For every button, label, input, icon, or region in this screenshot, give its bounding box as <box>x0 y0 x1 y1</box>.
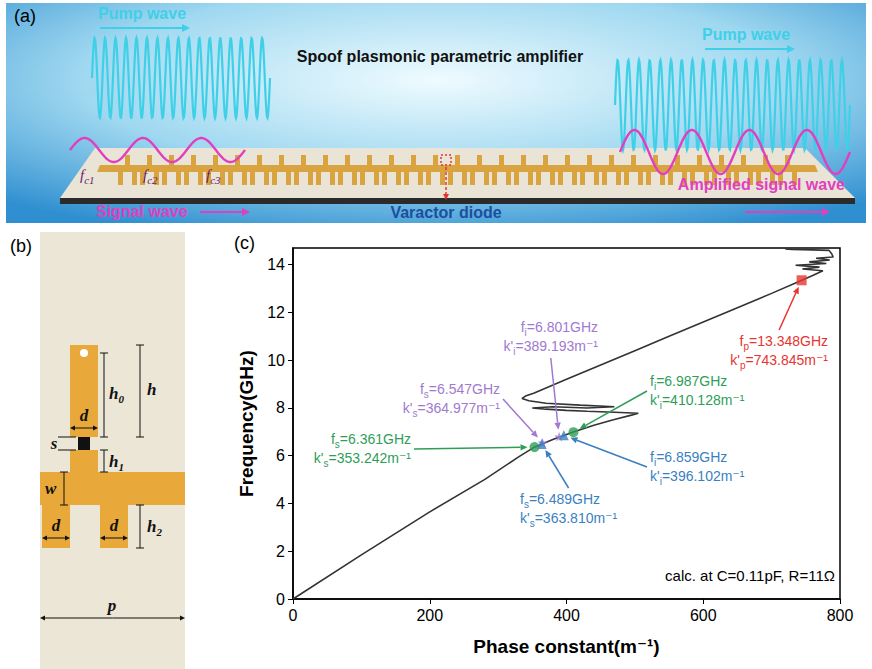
svg-text:d: d <box>52 516 61 535</box>
svg-text:0: 0 <box>276 591 285 608</box>
html-text:k's=353.242m⁻¹: k's=353.242m⁻¹ <box>313 450 411 469</box>
svg-text:0: 0 <box>289 607 298 624</box>
html-text:fi=6.859GHz: fi=6.859GHz <box>650 449 728 468</box>
svg-text:Pump wave: Pump wave <box>98 5 186 22</box>
html-text:k'i=410.128m⁻¹: k'i=410.128m⁻¹ <box>650 392 745 411</box>
html-text:k'i=396.102m⁻¹: k'i=396.102m⁻¹ <box>650 468 745 487</box>
svg-text:p: p <box>106 596 117 615</box>
svg-text:Spoof plasmonic parametric amp: Spoof plasmonic parametric amplifier <box>297 48 583 65</box>
svg-text:Varactor diode: Varactor diode <box>390 204 501 221</box>
svg-text:(a): (a) <box>14 6 36 26</box>
html-text:k'i=389.193m⁻¹: k'i=389.193m⁻¹ <box>503 338 598 357</box>
svg-text:6: 6 <box>276 447 285 464</box>
svg-text:200: 200 <box>416 607 443 624</box>
html-text:calc. at C=0.11pF, R=11Ω: calc. at C=0.11pF, R=11Ω <box>665 567 835 584</box>
html-text:k's=364.977m⁻¹: k's=364.977m⁻¹ <box>402 400 500 419</box>
svg-text:fc2: fc2 <box>143 167 158 186</box>
svg-text:14: 14 <box>267 256 285 273</box>
svg-text:2: 2 <box>276 543 285 560</box>
svg-text:Signal wave: Signal wave <box>96 203 188 220</box>
svg-text:w: w <box>45 479 57 498</box>
svg-text:fc1: fc1 <box>80 167 95 186</box>
svg-text:10: 10 <box>267 352 285 369</box>
svg-text:Phase constant(m⁻¹): Phase constant(m⁻¹) <box>473 636 659 657</box>
html-text:fs=6.547GHz: fs=6.547GHz <box>419 381 500 400</box>
html-text:fi=6.987GHz: fi=6.987GHz <box>650 373 728 392</box>
svg-text:(b): (b) <box>10 236 32 256</box>
svg-text:Amplified signal wave: Amplified signal wave <box>678 176 845 193</box>
svg-text:Pump wave: Pump wave <box>702 26 790 43</box>
html-text:fp=13.348GHz: fp=13.348GHz <box>739 333 828 352</box>
html-text:k's=363.810m⁻¹: k's=363.810m⁻¹ <box>520 510 618 529</box>
html-text:fi=6.801GHz: fi=6.801GHz <box>520 319 598 338</box>
svg-text:h2: h2 <box>147 517 162 538</box>
svg-text:d: d <box>110 516 119 535</box>
svg-text:800: 800 <box>827 607 854 624</box>
html-text:fs=6.489GHz: fs=6.489GHz <box>520 491 601 510</box>
svg-text:h0: h0 <box>109 384 124 405</box>
svg-text:600: 600 <box>690 607 717 624</box>
html-text:fs=6.361GHz: fs=6.361GHz <box>330 431 411 450</box>
svg-text:s: s <box>50 434 58 453</box>
svg-text:h: h <box>147 380 156 399</box>
svg-text:400: 400 <box>553 607 580 624</box>
svg-text:12: 12 <box>267 304 285 321</box>
html-text:(c): (c) <box>234 233 255 253</box>
svg-text:d: d <box>80 406 89 425</box>
svg-text:4: 4 <box>276 495 285 512</box>
html-text:k'p=743.845m⁻¹: k'p=743.845m⁻¹ <box>730 352 828 371</box>
svg-text:Frequency(GHz): Frequency(GHz) <box>236 350 257 497</box>
svg-text:h1: h1 <box>109 452 124 473</box>
svg-text:fc3: fc3 <box>206 167 221 186</box>
svg-text:8: 8 <box>276 399 285 416</box>
